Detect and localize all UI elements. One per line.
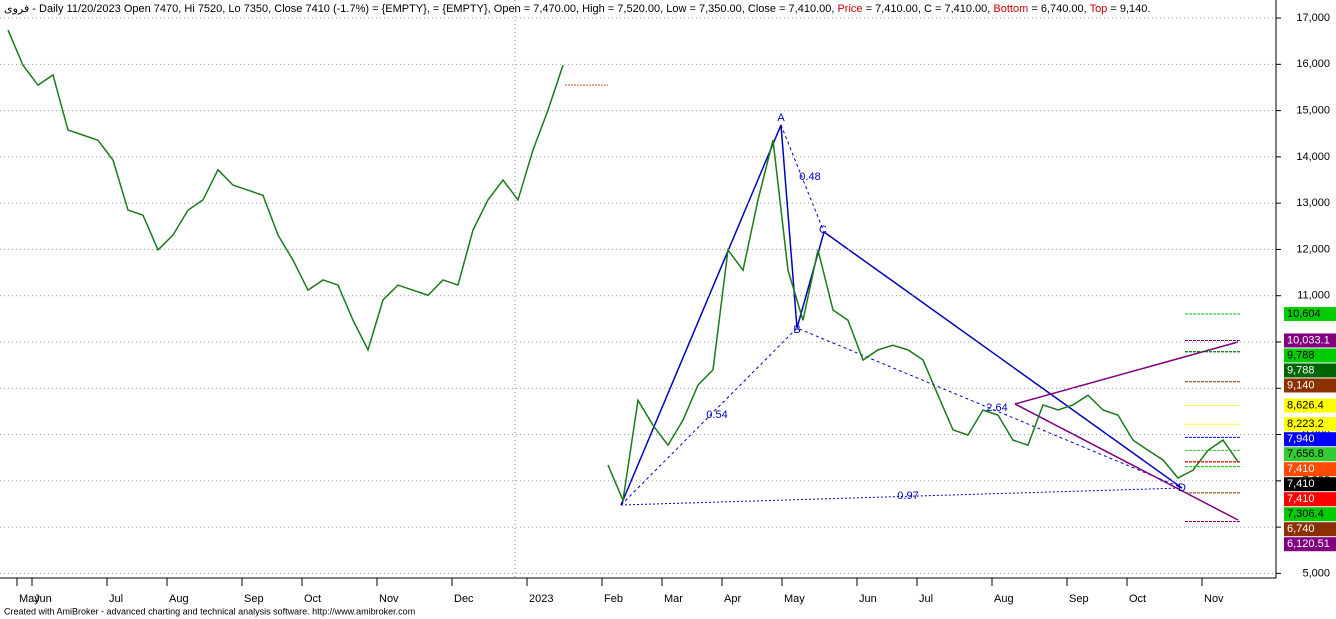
pattern-annotation: D [1178, 482, 1186, 494]
price-badge [1284, 348, 1336, 363]
price-badge-label: 10,604 [1287, 308, 1321, 320]
x-tick-label: Oct [1129, 593, 1146, 605]
x-tick-label: Jul [919, 593, 933, 605]
price-badge [1284, 378, 1336, 393]
price-badge [1284, 333, 1336, 348]
y-tick-label: 13,000 [1296, 197, 1330, 209]
header-segment: = 6,740.00, [1028, 3, 1089, 15]
price-badge-label: 6,740 [1287, 523, 1315, 535]
price-badge-label: 9,788 [1287, 349, 1315, 361]
price-badge [1284, 522, 1336, 537]
x-tick-label: Nov [1204, 593, 1224, 605]
x-tick-label: Sep [1069, 593, 1089, 605]
price-badge-label: 7,410 [1287, 478, 1315, 490]
x-tick-label: Jun [859, 593, 877, 605]
x-tick-label: Feb [604, 593, 623, 605]
x-tick-label: Aug [169, 593, 189, 605]
price-badge-label: 8,223.2 [1287, 418, 1324, 430]
price-badge [1284, 507, 1336, 522]
x-tick-label: Apr [724, 593, 741, 605]
header-segment: فروی - Daily 11/20/2023 Open 7470, Hi 75… [4, 3, 837, 15]
pattern-annotation: C [819, 224, 827, 236]
y-tick-label: 11,000 [1297, 290, 1330, 302]
price-badge [1284, 417, 1336, 432]
price-badge [1284, 307, 1336, 322]
price-line [7, 29, 1239, 503]
footer: Created with AmiBroker - advanced charti… [4, 606, 415, 616]
y-tick-label: 14,000 [1296, 151, 1330, 163]
price-badge-label: 7,410 [1287, 463, 1315, 475]
price-badge-label: 10,033.1 [1287, 334, 1330, 346]
price-badge [1284, 462, 1336, 477]
x-tick-label: Jun [34, 593, 52, 605]
pattern-dashed [780, 124, 825, 233]
price-badge [1284, 537, 1336, 552]
y-tick-label: 16,000 [1296, 58, 1330, 70]
price-badge-label: 7,656.8 [1287, 448, 1324, 460]
price-badge-label: 7,410 [1287, 493, 1315, 505]
channel-line [1014, 341, 1239, 405]
x-tick-label: Oct [304, 593, 321, 605]
x-tick-label: 2023 [529, 593, 553, 605]
price-badge [1284, 432, 1336, 447]
header-segment: Bottom [993, 3, 1028, 15]
pattern-annotation: 0.54 [706, 409, 727, 421]
header-segment: = 7,410.00, C = 7,410.00, [863, 3, 994, 15]
x-tick-label: Dec [454, 593, 474, 605]
x-tick-label: Sep [244, 593, 264, 605]
x-tick-label: Mar [664, 593, 683, 605]
price-badge-label: 6,120.51 [1287, 538, 1330, 550]
price-badge [1284, 363, 1336, 378]
pattern-annotation: A [777, 112, 785, 124]
x-tick-label: May [19, 593, 40, 605]
price-badge-label: 7,940 [1287, 433, 1315, 445]
price-badge [1284, 447, 1336, 462]
price-badge-label: 9,788 [1287, 364, 1315, 376]
header-segment: = 9,140. [1107, 3, 1150, 15]
price-badge [1284, 398, 1336, 413]
channel-line [1014, 403, 1239, 521]
y-tick-label: 15,000 [1296, 105, 1330, 117]
header-segment: Price [837, 3, 862, 15]
price-badge [1284, 477, 1336, 492]
price-badge [1284, 492, 1336, 507]
price-badge-label: 7,306.4 [1287, 508, 1324, 520]
pattern-annotation: B [793, 324, 800, 336]
y-tick-label: 5,000 [1302, 567, 1330, 579]
price-badge-label: 8,626.4 [1287, 399, 1324, 411]
x-tick-label: Jul [109, 593, 123, 605]
x-tick-label: Nov [379, 593, 399, 605]
header-segment: Top [1090, 3, 1108, 15]
pattern-dashed [620, 487, 1183, 506]
x-tick-label: Aug [994, 593, 1014, 605]
pattern-annotation: 0.97 [897, 490, 918, 502]
pattern-annotation: 0.48 [799, 171, 820, 183]
header: فروی - Daily 11/20/2023 Open 7470, Hi 75… [4, 3, 1150, 15]
x-tick-label: May [784, 593, 805, 605]
pattern-annotation: 2.64 [986, 402, 1007, 414]
y-tick-label: 12,000 [1296, 243, 1330, 255]
y-tick-label: 17,000 [1296, 12, 1330, 24]
price-badge-label: 9,140 [1287, 379, 1315, 391]
pattern [565, 84, 1239, 521]
